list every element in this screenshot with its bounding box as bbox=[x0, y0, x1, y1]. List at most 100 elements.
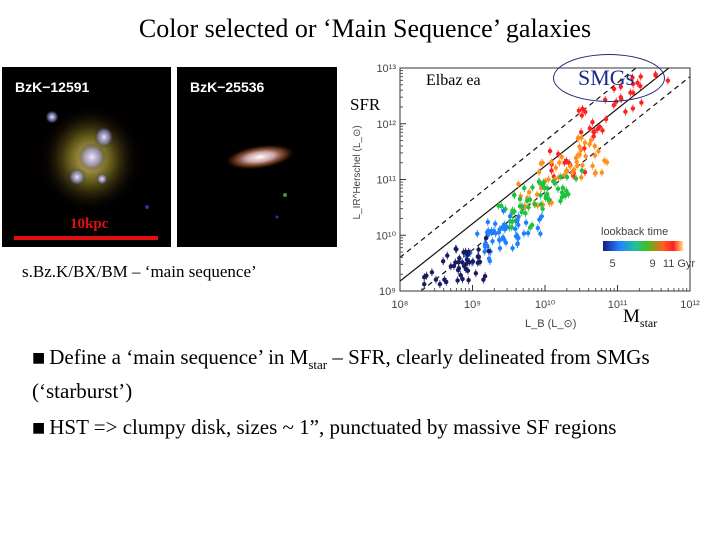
data-point bbox=[562, 160, 567, 165]
data-point bbox=[596, 149, 601, 154]
data-point bbox=[497, 246, 503, 251]
data-point bbox=[524, 198, 530, 204]
scale-bar bbox=[14, 236, 158, 240]
data-point bbox=[510, 245, 515, 251]
colorbar-title: lookback time bbox=[601, 226, 668, 238]
data-point bbox=[483, 241, 488, 246]
data-point bbox=[466, 249, 471, 255]
data-point bbox=[540, 160, 545, 166]
scale-bar-label: 10kpc bbox=[70, 216, 109, 232]
data-point bbox=[429, 270, 435, 275]
data-point bbox=[597, 124, 602, 129]
data-point bbox=[455, 278, 460, 283]
slide-title: Color selected or ‘Main Sequence’ galaxi… bbox=[138, 14, 592, 43]
data-point bbox=[536, 169, 542, 175]
data-point bbox=[600, 128, 605, 133]
data-point bbox=[579, 113, 585, 118]
data-point bbox=[516, 181, 521, 187]
data-point bbox=[566, 192, 571, 197]
data-point bbox=[583, 154, 588, 159]
data-point bbox=[592, 153, 598, 158]
data-point bbox=[485, 219, 491, 225]
y-tick-label: 10¹¹ bbox=[376, 175, 396, 187]
data-point bbox=[575, 163, 580, 169]
data-point bbox=[543, 193, 549, 198]
bullet-icon: ■ bbox=[32, 350, 46, 366]
data-point bbox=[455, 267, 461, 273]
data-point bbox=[603, 116, 609, 122]
smgs-label: SMGs bbox=[578, 65, 635, 90]
galaxy-image-bzk-12591: BzK−12591 bbox=[2, 67, 171, 247]
data-point bbox=[540, 206, 545, 212]
data-point bbox=[476, 254, 482, 260]
x-tick-label: 10¹⁰ bbox=[535, 299, 556, 311]
colorbar-tick-label: 5 bbox=[610, 258, 616, 270]
data-point bbox=[578, 130, 584, 135]
colorbar bbox=[603, 241, 683, 251]
data-point bbox=[476, 247, 481, 252]
galaxy-render-2 bbox=[224, 144, 296, 219]
data-point bbox=[536, 179, 542, 184]
data-point bbox=[503, 240, 509, 245]
y-tick-label: 10¹⁰ bbox=[376, 230, 397, 242]
data-point bbox=[460, 260, 465, 265]
bullet1-subscript: star bbox=[308, 357, 328, 373]
data-point bbox=[507, 219, 513, 224]
data-point bbox=[579, 168, 585, 173]
data-point bbox=[579, 175, 584, 180]
data-point bbox=[460, 276, 465, 282]
data-point bbox=[523, 211, 528, 216]
colorbar-tick-label: 9 bbox=[650, 258, 656, 270]
panel-label-2: BzK−25536 bbox=[190, 79, 265, 95]
data-point bbox=[557, 160, 562, 165]
data-point bbox=[665, 78, 671, 83]
data-point bbox=[593, 170, 598, 176]
data-point bbox=[538, 231, 543, 236]
data-point bbox=[509, 225, 514, 230]
data-point bbox=[559, 195, 565, 200]
data-point bbox=[553, 165, 559, 170]
data-point bbox=[493, 231, 498, 236]
smgs-highlight-ellipse bbox=[553, 54, 665, 102]
galaxy-image-bzk-25536: BzK−25536 bbox=[177, 67, 337, 247]
citation-label: Elbaz ea bbox=[426, 72, 481, 89]
data-point bbox=[547, 148, 553, 154]
data-point bbox=[574, 159, 579, 165]
data-point bbox=[559, 154, 564, 160]
data-point bbox=[582, 140, 588, 145]
data-point bbox=[541, 180, 546, 185]
data-point bbox=[571, 167, 577, 172]
data-point bbox=[599, 170, 605, 175]
data-point bbox=[501, 208, 506, 213]
data-point bbox=[481, 277, 486, 282]
data-point bbox=[590, 120, 595, 125]
data-point bbox=[546, 177, 551, 182]
data-point bbox=[515, 241, 520, 246]
data-point bbox=[579, 135, 584, 141]
data-point bbox=[591, 134, 596, 139]
data-point bbox=[639, 100, 644, 105]
bullet-hst: ■ HST => clumpy disk, sizes ~ 1”, punctua… bbox=[32, 414, 712, 441]
data-point bbox=[532, 201, 538, 207]
data-point bbox=[580, 163, 585, 168]
data-point bbox=[575, 153, 581, 158]
data-point bbox=[530, 185, 535, 190]
data-point bbox=[457, 255, 462, 261]
data-point bbox=[497, 227, 502, 232]
data-point bbox=[521, 231, 527, 236]
data-point bbox=[535, 225, 541, 231]
data-point bbox=[470, 259, 476, 264]
data-point bbox=[527, 225, 533, 230]
data-point bbox=[611, 103, 617, 108]
x-axis-label: L_B (L_⊙) bbox=[525, 318, 576, 330]
data-point bbox=[564, 188, 569, 193]
mstar-axis-annotation: Mstar bbox=[623, 306, 657, 331]
data-point bbox=[514, 219, 520, 224]
data-point bbox=[492, 221, 498, 227]
data-point bbox=[490, 239, 495, 244]
data-point bbox=[516, 235, 521, 241]
data-point bbox=[519, 209, 524, 215]
data-point bbox=[445, 253, 450, 258]
y-tick-label: 10¹³ bbox=[376, 63, 396, 75]
data-point bbox=[544, 185, 550, 191]
